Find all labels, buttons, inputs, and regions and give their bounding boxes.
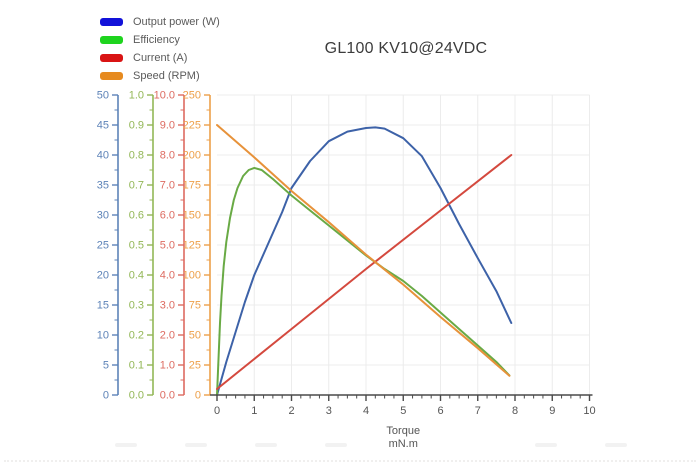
- watermark-dash: [185, 443, 207, 447]
- bottom-divider: [4, 460, 696, 462]
- watermark-dashes: [0, 443, 700, 448]
- svg-text:9.0: 9.0: [160, 120, 175, 132]
- svg-text:6: 6: [437, 405, 443, 417]
- watermark-dash: [255, 443, 277, 447]
- svg-text:30: 30: [97, 210, 109, 222]
- svg-text:45: 45: [97, 120, 109, 132]
- svg-text:7: 7: [475, 405, 481, 417]
- svg-text:4.0: 4.0: [160, 270, 175, 282]
- legend-item-efficiency[interactable]: Efficiency: [100, 31, 220, 49]
- svg-text:0.8: 0.8: [129, 150, 144, 162]
- series-efficiency: [216, 166, 511, 396]
- svg-text:3: 3: [326, 405, 332, 417]
- gridlines: [217, 94, 590, 395]
- legend-label-efficiency: Efficiency: [133, 34, 180, 46]
- legend-label-speed: Speed (RPM): [133, 70, 200, 82]
- legend-swatch-speed-icon: [100, 72, 123, 80]
- svg-text:10: 10: [583, 405, 595, 417]
- legend-label-output-power: Output power (W): [133, 16, 220, 28]
- svg-text:75: 75: [189, 300, 201, 312]
- svg-text:0.2: 0.2: [129, 330, 144, 342]
- svg-text:2: 2: [288, 405, 294, 417]
- series-power: [216, 126, 513, 396]
- svg-text:225: 225: [183, 120, 201, 132]
- svg-text:0: 0: [214, 405, 220, 417]
- legend-item-output-power[interactable]: Output power (W): [100, 13, 220, 31]
- svg-text:25: 25: [97, 240, 109, 252]
- svg-text:0.7: 0.7: [129, 180, 144, 192]
- svg-text:0.1: 0.1: [129, 360, 144, 372]
- svg-text:0.4: 0.4: [129, 270, 144, 282]
- svg-text:35: 35: [97, 180, 109, 192]
- watermark-dash: [535, 443, 557, 447]
- y-axis-efficiency: 0.0 0.1 0.2 0.3 0.4 0.5 0.6 0.7 0.8 0.9 1.0: [129, 90, 154, 402]
- svg-text:25: 25: [189, 360, 201, 372]
- y-axis-current: 0.0 1.0 2.0 3.0 4.0 5.0 6.0 7.0 8.0 9.0 10.0: [154, 90, 185, 402]
- svg-text:0: 0: [195, 390, 201, 402]
- svg-text:8.0: 8.0: [160, 150, 175, 162]
- svg-text:0.5: 0.5: [129, 240, 144, 252]
- chart-title: GL100 KV10@24VDC: [324, 40, 488, 57]
- watermark-dash: [325, 443, 347, 447]
- series-speed: [216, 124, 511, 377]
- svg-text:125: 125: [183, 240, 201, 252]
- watermark-dash: [115, 443, 137, 447]
- svg-text:8: 8: [512, 405, 518, 417]
- svg-text:4: 4: [363, 405, 369, 417]
- legend-item-current[interactable]: Current (A): [100, 49, 220, 67]
- svg-text:175: 175: [183, 180, 201, 192]
- legend-item-speed[interactable]: Speed (RPM): [100, 67, 220, 85]
- svg-text:9: 9: [549, 405, 555, 417]
- chart-legend: Output power (W) Efficiency Current (A) …: [100, 13, 220, 85]
- svg-text:50: 50: [97, 90, 109, 102]
- svg-text:6.0: 6.0: [160, 210, 175, 222]
- svg-text:0.0: 0.0: [160, 390, 175, 402]
- series-current: [216, 154, 513, 390]
- svg-text:10: 10: [97, 330, 109, 342]
- svg-text:15: 15: [97, 300, 109, 312]
- svg-text:0: 0: [103, 390, 109, 402]
- legend-swatch-output-power-icon: [100, 18, 123, 26]
- x-axis-unit: mN.m: [389, 438, 418, 450]
- svg-text:5: 5: [103, 360, 109, 372]
- svg-text:5: 5: [400, 405, 406, 417]
- svg-text:1.0: 1.0: [129, 90, 144, 102]
- svg-text:3.0: 3.0: [160, 300, 175, 312]
- svg-text:5.0: 5.0: [160, 240, 175, 252]
- svg-text:50: 50: [189, 330, 201, 342]
- svg-text:0.9: 0.9: [129, 120, 144, 132]
- svg-text:7.0: 7.0: [160, 180, 175, 192]
- svg-text:0.0: 0.0: [129, 390, 144, 402]
- legend-label-current: Current (A): [133, 52, 188, 64]
- svg-text:250: 250: [183, 90, 201, 102]
- x-axis-title: Torque: [386, 425, 420, 437]
- svg-text:10.0: 10.0: [154, 90, 175, 102]
- svg-text:1: 1: [251, 405, 257, 417]
- svg-text:2.0: 2.0: [160, 330, 175, 342]
- svg-text:150: 150: [183, 210, 201, 222]
- svg-text:0.3: 0.3: [129, 300, 144, 312]
- svg-text:1.0: 1.0: [160, 360, 175, 372]
- svg-text:0.6: 0.6: [129, 210, 144, 222]
- watermark-dash: [605, 443, 627, 447]
- legend-swatch-current-icon: [100, 54, 123, 62]
- svg-text:20: 20: [97, 270, 109, 282]
- svg-text:40: 40: [97, 150, 109, 162]
- legend-swatch-efficiency-icon: [100, 36, 123, 44]
- svg-text:100: 100: [183, 270, 201, 282]
- y-axis-speed: 0 25 50 75 100 125 150 175 200 225 250: [183, 90, 211, 402]
- svg-text:200: 200: [183, 150, 201, 162]
- y-axis-power: 0 5 10 15 20 25 30 35 40 45 50: [97, 90, 119, 402]
